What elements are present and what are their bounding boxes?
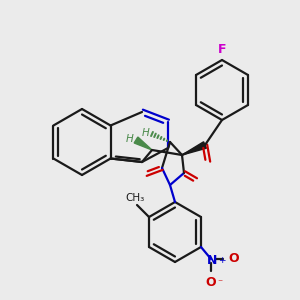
Text: H: H <box>141 128 149 138</box>
Text: F: F <box>218 43 226 56</box>
Polygon shape <box>182 142 206 155</box>
Text: +: + <box>218 256 226 265</box>
Polygon shape <box>134 137 152 150</box>
Text: O: O <box>228 253 238 266</box>
Text: CH₃: CH₃ <box>125 193 145 203</box>
Text: H: H <box>125 134 133 144</box>
Text: ⁻: ⁻ <box>217 278 222 288</box>
Text: N: N <box>207 254 217 266</box>
Text: O: O <box>206 276 216 289</box>
